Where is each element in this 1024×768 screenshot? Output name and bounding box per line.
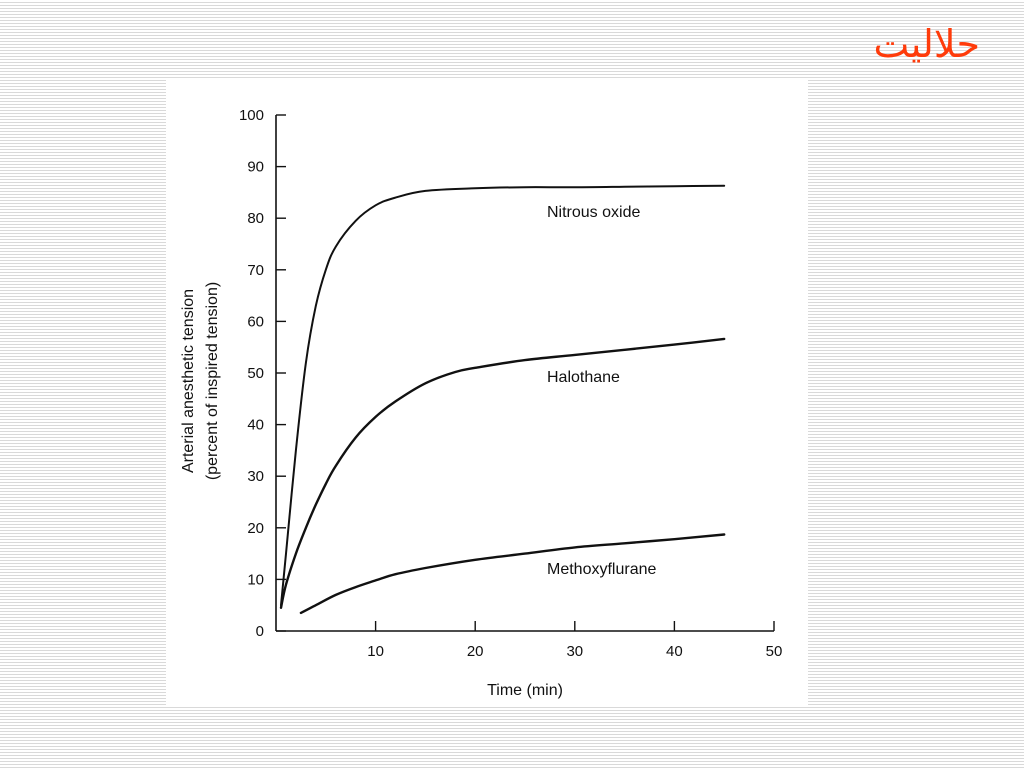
x-tick-label: 40 <box>666 643 683 660</box>
y-tick-label: 50 <box>247 365 264 382</box>
y-tick-label: 90 <box>247 159 264 176</box>
slide-title: حلاليت <box>873 22 980 66</box>
y-axis-label-line2: (percent of inspired tension) <box>204 282 221 480</box>
line-chart: 0 10 20 30 40 50 60 70 80 90 100 10 20 30 40 50 Time (mi… <box>180 107 783 699</box>
x-axis-label: Time (min) <box>487 682 563 699</box>
y-tick-label: 20 <box>247 520 264 537</box>
series-line-2 <box>279 337 726 609</box>
x-tick-label: 50 <box>766 643 783 660</box>
series-line-3 <box>299 533 726 615</box>
y-axis-label-line1: Arterial anesthetic tension <box>180 289 197 473</box>
series-label-1: Nitrous oxide <box>547 204 640 221</box>
figure-panel: 0 10 20 30 40 50 60 70 80 90 100 10 20 30 40 50 Time (mi… <box>166 80 808 706</box>
y-tick-label: 70 <box>247 262 264 279</box>
series-label-2: Halothane <box>547 369 620 386</box>
y-tick-label: 100 <box>239 107 264 124</box>
series-line-1 <box>280 184 726 607</box>
x-tick-label: 20 <box>467 643 484 660</box>
y-tick-label: 0 <box>256 623 264 640</box>
x-tick-label: 30 <box>566 643 583 660</box>
y-tick-label: 60 <box>247 313 264 330</box>
y-tick-label: 30 <box>247 468 264 485</box>
y-tick-label: 10 <box>247 571 264 588</box>
x-tick-label: 10 <box>367 643 384 660</box>
y-tick-label: 80 <box>247 210 264 227</box>
series-label-3: Methoxyflurane <box>547 561 656 578</box>
y-tick-label: 40 <box>247 417 264 434</box>
